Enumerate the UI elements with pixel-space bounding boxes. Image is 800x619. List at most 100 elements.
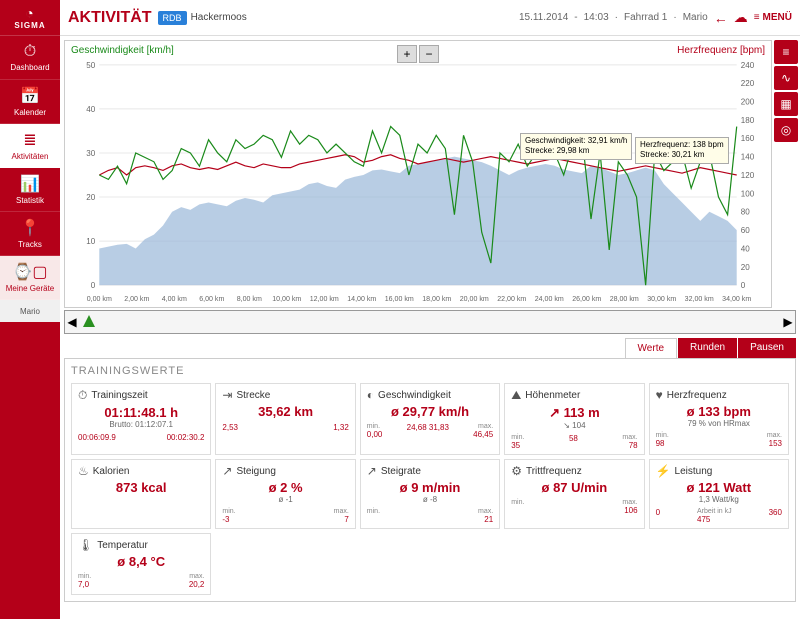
metric-title: Geschwindigkeit: [378, 390, 451, 401]
panel-title: TRAININGSWERTE: [71, 365, 789, 377]
timeline-scrubber[interactable]: ◀ ▶: [64, 310, 796, 334]
cloud-icon[interactable]: ☁: [734, 9, 748, 26]
svg-text:34,00 km: 34,00 km: [722, 296, 751, 303]
metric-icon: 🌡: [78, 538, 93, 552]
device-icon: ⌚▢: [12, 262, 47, 282]
nav-user[interactable]: Mario: [0, 300, 60, 322]
tool-chart-icon[interactable]: ▦: [774, 92, 798, 116]
metric-title: Steigrate: [381, 466, 421, 477]
zoom-in-button[interactable]: +: [397, 45, 417, 63]
timeline-prev[interactable]: ◀: [65, 311, 79, 333]
back-icon[interactable]: ←: [714, 10, 728, 26]
svg-text:24,00 km: 24,00 km: [535, 296, 564, 303]
svg-text:240: 240: [741, 61, 755, 70]
y-axis-left-label: Geschwindigkeit [km/h]: [71, 45, 174, 56]
metric-card: ◐Geschwindigkeitø 29,77 km/hmin.0,0024,6…: [360, 383, 500, 455]
svg-text:220: 220: [741, 79, 755, 88]
metric-value: ø 29,77 km/h: [367, 404, 493, 419]
metric-value: 873 kcal: [78, 480, 204, 495]
svg-text:180: 180: [741, 116, 755, 125]
metric-card: ♨Kalorien873 kcal: [71, 459, 211, 529]
timeline-next[interactable]: ▶: [781, 311, 795, 333]
source-badge: RDB: [158, 11, 187, 25]
svg-text:10,00 km: 10,00 km: [272, 296, 301, 303]
y-axis-right-label: Herzfrequenz [bpm]: [677, 45, 765, 56]
metric-card: ⛰Höhenmeter↗ 113 m↘ 104min.3558max.78: [504, 383, 644, 455]
tab-pausen[interactable]: Pausen: [738, 338, 796, 358]
tab-runden[interactable]: Runden: [678, 338, 737, 358]
svg-text:120: 120: [741, 171, 755, 180]
svg-text:80: 80: [741, 208, 751, 217]
svg-text:0: 0: [91, 281, 96, 290]
metric-card: ↗Steigungø 2 %ø -1min.-3max.7: [215, 459, 355, 529]
metric-icon: ♨: [78, 464, 89, 478]
metric-icon: ⛰: [511, 388, 521, 403]
metric-icon: ♥: [656, 388, 663, 402]
metric-value: 01:11:48.1 h: [78, 405, 204, 420]
metric-title: Steigung: [236, 466, 275, 477]
metric-title: Trittfrequenz: [526, 466, 582, 477]
svg-text:30,00 km: 30,00 km: [647, 296, 676, 303]
nav-icon: 📊: [20, 174, 40, 194]
svg-text:20: 20: [741, 263, 751, 272]
metric-title: Trainingszeit: [91, 390, 147, 401]
tooltip-hr: Herzfrequenz: 138 bpmStrecke: 30,21 km: [635, 137, 729, 164]
metric-value: ↗ 113 m: [511, 405, 637, 421]
metric-title: Höhenmeter: [525, 390, 580, 401]
metric-card: ⚡Leistungø 121 Watt1,3 Watt/kg0Arbeit in…: [649, 459, 789, 529]
chart-area[interactable]: Geschwindigkeit [km/h] Herzfrequenz [bpm…: [64, 40, 772, 308]
page-title: AKTIVITÄT: [68, 9, 152, 27]
svg-text:18,00 km: 18,00 km: [422, 296, 451, 303]
nav-aktivitäten[interactable]: ≣Aktivitäten: [0, 124, 60, 168]
nav-icon: ⏱: [24, 43, 36, 61]
timeline-marker[interactable]: [83, 315, 95, 327]
metric-value: ø 9 m/min: [367, 480, 493, 495]
metric-sub: ↘ 104: [511, 421, 637, 430]
svg-text:4,00 km: 4,00 km: [162, 296, 187, 303]
tabs: Werte Runden Pausen: [64, 338, 796, 358]
svg-text:30: 30: [86, 149, 96, 158]
tool-target-icon[interactable]: ◎: [774, 118, 798, 142]
nav-icon: 📅: [20, 86, 40, 106]
nav-tracks[interactable]: 📍Tracks: [0, 212, 60, 256]
metric-card: ⇥Strecke35,62 km2,531,32: [215, 383, 355, 455]
metric-icon: ⏱: [78, 388, 87, 403]
activity-name: Hackermoos: [191, 12, 247, 23]
metric-sub: ø -8: [367, 495, 493, 504]
tooltip-speed: Geschwindigkeit: 32,91 km/hStrecke: 29,9…: [520, 133, 632, 160]
metric-card: ♥Herzfrequenzø 133 bpm79 % von HRmaxmin.…: [649, 383, 789, 455]
training-panel: TRAININGSWERTE ⏱ Trainingszeit 01:11:48.1 …: [64, 358, 796, 602]
metric-title: Temperatur: [97, 540, 148, 551]
metric-icon: ⚙: [511, 464, 522, 478]
svg-text:0: 0: [741, 281, 746, 290]
svg-text:40: 40: [741, 244, 751, 253]
metric-title: Herzfrequenz: [667, 390, 727, 401]
metric-icon: ↗: [222, 464, 232, 478]
tool-list-icon[interactable]: ≡: [774, 40, 798, 64]
metric-sub: 1,3 Watt/kg: [656, 495, 782, 504]
nav-icon: ≣: [23, 130, 36, 150]
sidebar: ◔ SIGMA ⏱Dashboard📅Kalender≣Aktivitäten📊…: [0, 0, 60, 619]
svg-text:20,00 km: 20,00 km: [460, 296, 489, 303]
svg-text:26,00 km: 26,00 km: [572, 296, 601, 303]
metric-value: ø 87 U/min: [511, 480, 637, 495]
svg-text:2,00 km: 2,00 km: [124, 296, 149, 303]
tool-wave-icon[interactable]: ∿: [774, 66, 798, 90]
menu-button[interactable]: ≡ MENÜ: [754, 12, 792, 23]
nav-statistik[interactable]: 📊Statistik: [0, 168, 60, 212]
brand-logo: ◔ SIGMA: [0, 0, 60, 36]
metric-value: ø 133 bpm: [656, 404, 782, 419]
svg-text:60: 60: [741, 226, 751, 235]
chart-svg: 0102030405002040608010012014016018020022…: [65, 41, 771, 307]
zoom-out-button[interactable]: −: [419, 45, 439, 63]
header: AKTIVITÄT RDB Hackermoos 15.11.2014 - 14…: [60, 0, 800, 36]
activity-date: 15.11.2014: [519, 12, 568, 23]
nav-devices[interactable]: ⌚▢ Meine Geräte: [0, 256, 60, 300]
metric-sub: Brutto: 01:12:07.1: [78, 420, 204, 429]
nav-dashboard[interactable]: ⏱Dashboard: [0, 36, 60, 80]
nav-kalender[interactable]: 📅Kalender: [0, 80, 60, 124]
svg-text:28,00 km: 28,00 km: [610, 296, 639, 303]
tab-werte[interactable]: Werte: [625, 338, 678, 358]
metric-title: Leistung: [675, 466, 713, 477]
activity-bike: Fahrrad 1: [624, 12, 667, 23]
